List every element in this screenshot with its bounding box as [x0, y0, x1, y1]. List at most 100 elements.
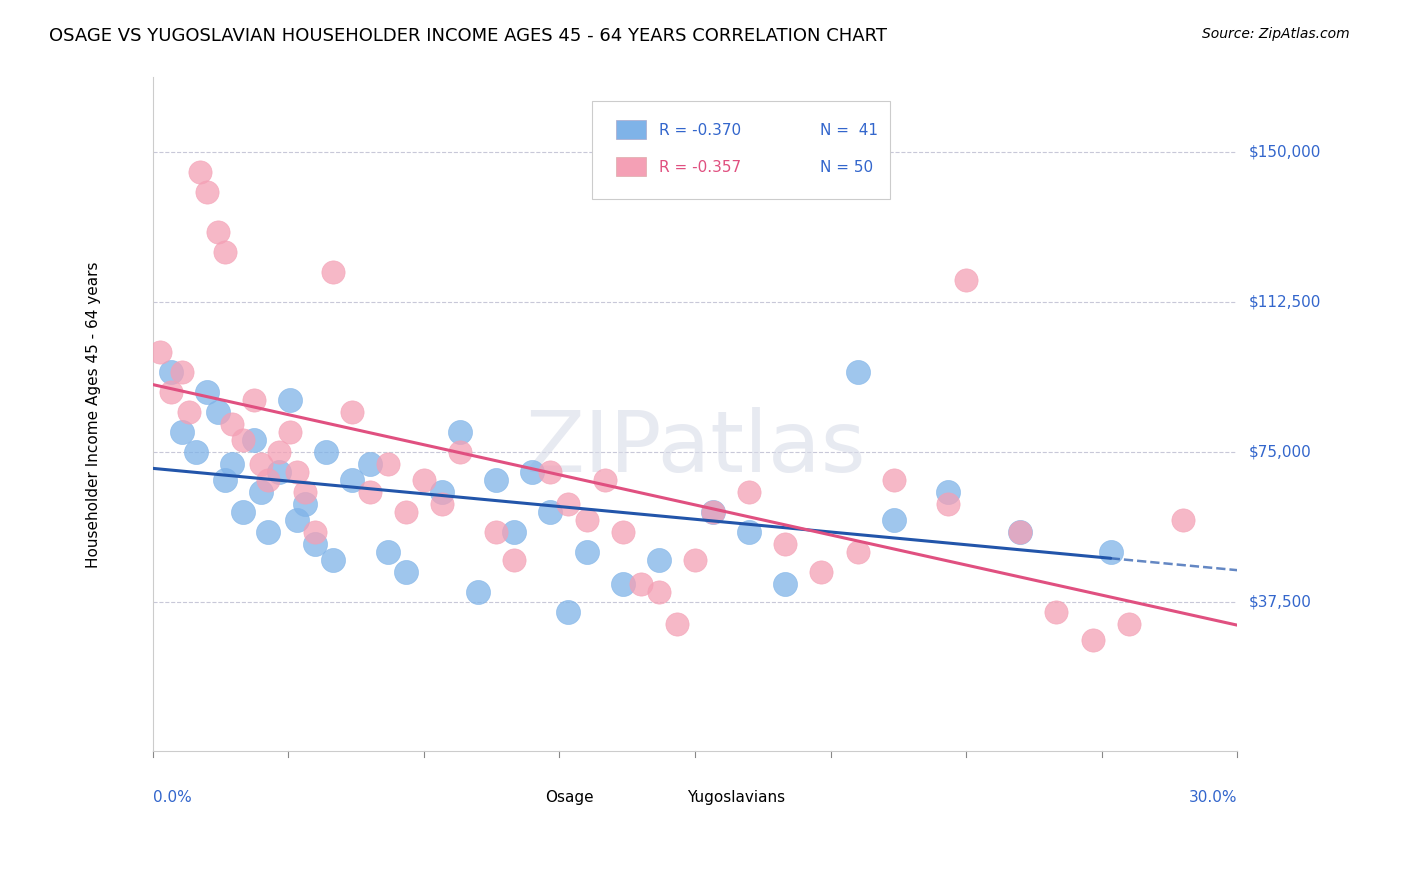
Point	[775, 576, 797, 591]
Point	[846, 545, 869, 559]
Point	[702, 505, 724, 519]
Point	[294, 484, 316, 499]
Point	[359, 484, 381, 499]
Text: $150,000: $150,000	[1249, 145, 1320, 160]
Point	[359, 457, 381, 471]
Point	[188, 165, 211, 179]
FancyBboxPatch shape	[513, 788, 537, 806]
Point	[467, 584, 489, 599]
Point	[738, 484, 761, 499]
Point	[612, 576, 634, 591]
Point	[430, 484, 453, 499]
Text: $112,500: $112,500	[1249, 294, 1320, 310]
Text: $75,000: $75,000	[1249, 444, 1310, 459]
Text: Yugoslavians: Yugoslavians	[688, 789, 786, 805]
Point	[257, 524, 280, 539]
FancyBboxPatch shape	[592, 101, 890, 199]
Point	[538, 465, 561, 479]
Point	[1171, 513, 1194, 527]
Point	[775, 537, 797, 551]
Text: $37,500: $37,500	[1249, 594, 1312, 609]
Point	[430, 497, 453, 511]
Point	[702, 505, 724, 519]
Point	[810, 565, 832, 579]
Text: OSAGE VS YUGOSLAVIAN HOUSEHOLDER INCOME AGES 45 - 64 YEARS CORRELATION CHART: OSAGE VS YUGOSLAVIAN HOUSEHOLDER INCOME …	[49, 27, 887, 45]
Point	[503, 552, 526, 566]
Point	[250, 457, 273, 471]
Point	[285, 465, 308, 479]
Point	[232, 505, 254, 519]
Point	[557, 605, 579, 619]
Point	[395, 505, 418, 519]
Point	[250, 484, 273, 499]
FancyBboxPatch shape	[655, 788, 679, 806]
Point	[340, 405, 363, 419]
Point	[278, 425, 301, 439]
Point	[485, 473, 508, 487]
Point	[377, 545, 399, 559]
Point	[177, 405, 200, 419]
Point	[630, 576, 652, 591]
Text: R = -0.357: R = -0.357	[659, 160, 741, 175]
Point	[1118, 616, 1140, 631]
Point	[883, 473, 905, 487]
Point	[1010, 524, 1032, 539]
Point	[195, 186, 218, 200]
Point	[522, 465, 544, 479]
Point	[322, 552, 344, 566]
Point	[503, 524, 526, 539]
Point	[575, 513, 598, 527]
Point	[936, 497, 959, 511]
Point	[538, 505, 561, 519]
Point	[612, 524, 634, 539]
Point	[340, 473, 363, 487]
Text: Osage: Osage	[546, 789, 593, 805]
Point	[285, 513, 308, 527]
Text: ZIPatlas: ZIPatlas	[524, 407, 865, 490]
Point	[648, 584, 671, 599]
Point	[593, 473, 616, 487]
Point	[738, 524, 761, 539]
Point	[149, 345, 172, 359]
Point	[159, 384, 181, 399]
Point	[257, 473, 280, 487]
Point	[214, 473, 236, 487]
Text: R = -0.370: R = -0.370	[659, 122, 741, 137]
Point	[170, 425, 193, 439]
Point	[449, 445, 471, 459]
Point	[269, 445, 291, 459]
Point	[294, 497, 316, 511]
Point	[395, 565, 418, 579]
Point	[955, 273, 977, 287]
Text: N = 50: N = 50	[820, 160, 873, 175]
Point	[575, 545, 598, 559]
Point	[1010, 524, 1032, 539]
Point	[269, 465, 291, 479]
Text: 0.0%: 0.0%	[153, 790, 191, 805]
Point	[315, 445, 337, 459]
Point	[278, 392, 301, 407]
Point	[449, 425, 471, 439]
Point	[159, 365, 181, 379]
Point	[1045, 605, 1067, 619]
Point	[221, 417, 243, 431]
Point	[214, 245, 236, 260]
Point	[170, 365, 193, 379]
Point	[232, 433, 254, 447]
FancyBboxPatch shape	[616, 157, 647, 176]
Point	[936, 484, 959, 499]
Text: 30.0%: 30.0%	[1188, 790, 1237, 805]
Point	[648, 552, 671, 566]
Point	[1081, 632, 1104, 647]
Point	[557, 497, 579, 511]
Point	[184, 445, 207, 459]
Point	[243, 392, 266, 407]
Point	[1099, 545, 1122, 559]
Point	[304, 524, 326, 539]
Point	[322, 265, 344, 279]
Text: Source: ZipAtlas.com: Source: ZipAtlas.com	[1202, 27, 1350, 41]
FancyBboxPatch shape	[616, 120, 647, 139]
Point	[243, 433, 266, 447]
Point	[221, 457, 243, 471]
Point	[683, 552, 706, 566]
